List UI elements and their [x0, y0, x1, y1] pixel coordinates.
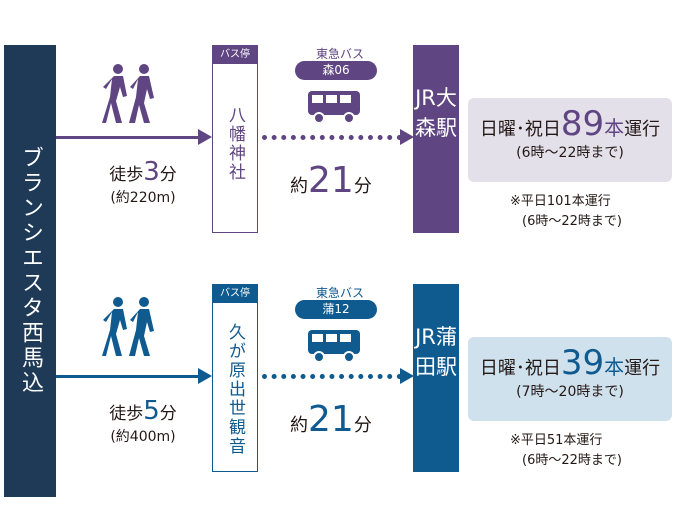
bus-company: 東急バス [315, 47, 364, 61]
bus-stop-box: バス停 八幡神社 [212, 45, 258, 233]
arrow-head [400, 368, 414, 384]
bus-icon [308, 91, 360, 124]
bus-arrow [262, 135, 402, 140]
bus-icon [308, 330, 360, 363]
origin-label: ブランシエスタ西馬込 [4, 45, 56, 497]
route-omori: 徒歩3分 (約220m) バス停 八幡神社 東急バス 森06 約21分 JR大森駅 … [0, 45, 676, 285]
walk-arrow [56, 136, 206, 139]
bus-stop-box: バス停 久が原出世観音 [212, 284, 258, 472]
arrow-head [198, 129, 212, 145]
bus-route-badge: 蒲12 [295, 300, 377, 319]
walk-time: 徒歩5分 (約400m) [109, 396, 177, 445]
holiday-service-box: 日曜･祝日89本運行 (6時～22時まで) [468, 98, 672, 182]
station-box: JR大森駅 [413, 45, 459, 233]
bus-duration: 約21分 [290, 160, 372, 201]
walking-people-icon [102, 297, 154, 356]
station-box: JR蒲田駅 [413, 284, 459, 472]
bus-duration: 約21分 [290, 399, 372, 440]
walk-arrow [56, 375, 206, 378]
arrow-head [400, 129, 414, 145]
bus-arrow [262, 374, 402, 379]
weekday-service: ※平日101本運行 (6時～22時まで) [510, 194, 622, 229]
walk-time: 徒歩3分 (約220m) [109, 157, 177, 206]
weekday-service: ※平日51本運行 (6時～22時まで) [510, 433, 622, 468]
bus-company: 東急バス [315, 286, 364, 300]
arrow-head [198, 368, 212, 384]
walking-people-icon [102, 64, 154, 123]
bus-route-badge: 森06 [295, 61, 377, 80]
route-kamata: 徒歩5分 (約400m) バス停 久が原出世観音 東急バス 蒲12 約21分 JR蒲… [0, 284, 676, 524]
holiday-service-box: 日曜･祝日39本運行 (7時～20時まで) [468, 337, 672, 421]
